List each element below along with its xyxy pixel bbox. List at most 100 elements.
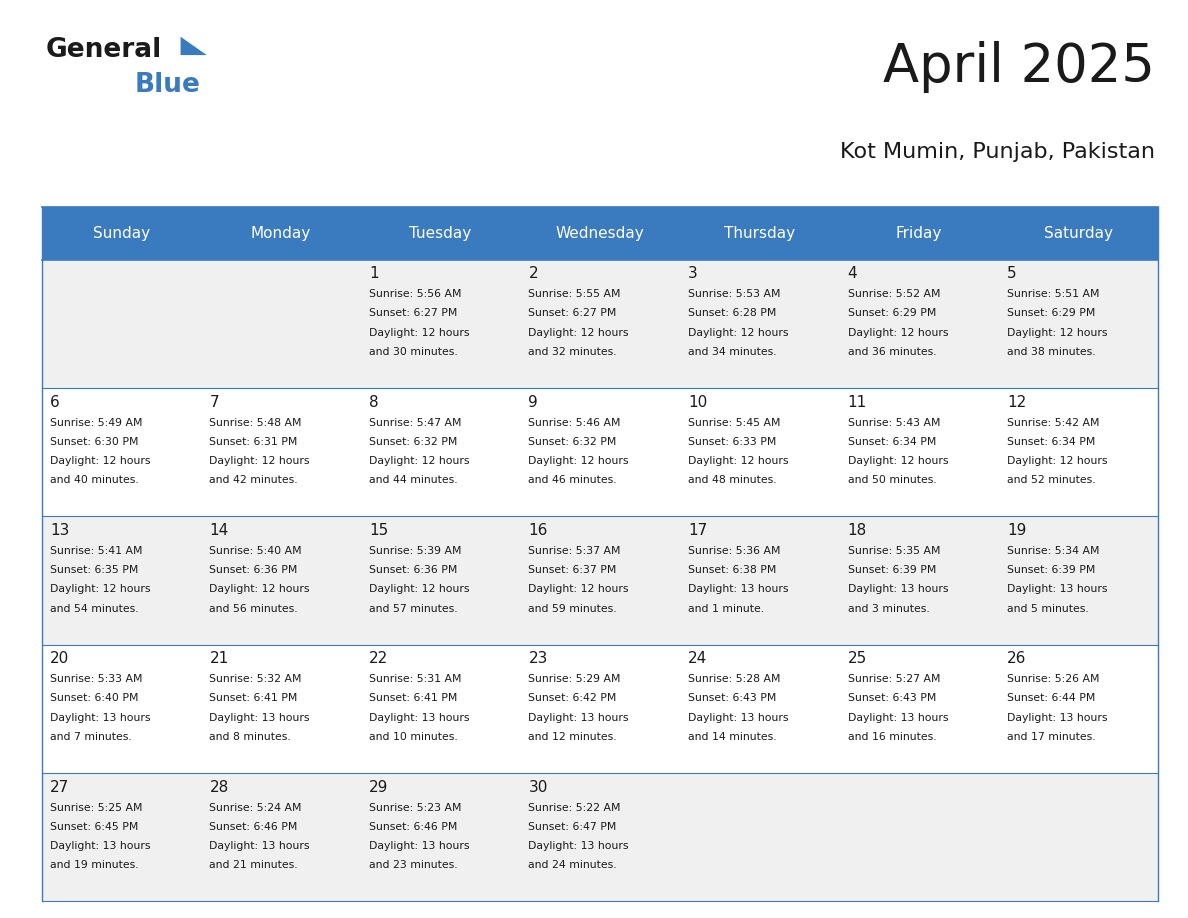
Bar [999,773,1158,901]
Text: and 34 minutes.: and 34 minutes. [688,347,777,357]
Text: and 24 minutes.: and 24 minutes. [529,860,617,870]
Text: 4: 4 [847,266,858,281]
Text: and 10 minutes.: and 10 minutes. [369,732,457,742]
Text: 27: 27 [50,779,69,795]
Text: 9: 9 [529,395,538,409]
Text: Sunrise: 5:55 AM: Sunrise: 5:55 AM [529,289,621,299]
Text: April 2025: April 2025 [883,41,1155,94]
Text: and 54 minutes.: and 54 minutes. [50,604,139,613]
Bar [999,388,1158,517]
Text: 6: 6 [50,395,59,409]
Bar [520,260,680,388]
Text: Sunset: 6:35 PM: Sunset: 6:35 PM [50,565,138,575]
Text: Sunrise: 5:35 AM: Sunrise: 5:35 AM [847,546,940,555]
Text: Sunset: 6:33 PM: Sunset: 6:33 PM [688,437,777,447]
Text: Daylight: 12 hours: Daylight: 12 hours [529,328,628,338]
Text: Daylight: 13 hours: Daylight: 13 hours [847,712,948,722]
Text: Sunrise: 5:48 AM: Sunrise: 5:48 AM [209,418,302,428]
Text: 7: 7 [209,395,219,409]
Bar [201,644,361,773]
Text: and 21 minutes.: and 21 minutes. [209,860,298,870]
Text: Sunrise: 5:41 AM: Sunrise: 5:41 AM [50,546,143,555]
Text: 20: 20 [50,651,69,666]
Bar [361,388,520,517]
Text: Sunrise: 5:43 AM: Sunrise: 5:43 AM [847,418,940,428]
Text: 26: 26 [1007,651,1026,666]
Text: Sunrise: 5:42 AM: Sunrise: 5:42 AM [1007,418,1100,428]
Text: Daylight: 13 hours: Daylight: 13 hours [1007,585,1107,594]
Bar [361,517,520,644]
Text: Sunrise: 5:27 AM: Sunrise: 5:27 AM [847,674,940,684]
Text: Sunrise: 5:51 AM: Sunrise: 5:51 AM [1007,289,1100,299]
Text: Sunset: 6:44 PM: Sunset: 6:44 PM [1007,693,1095,703]
Text: Sunrise: 5:39 AM: Sunrise: 5:39 AM [369,546,461,555]
Text: and 40 minutes.: and 40 minutes. [50,476,139,486]
Text: Kot Mumin, Punjab, Pakistan: Kot Mumin, Punjab, Pakistan [840,142,1155,162]
Bar [520,388,680,517]
Text: Daylight: 13 hours: Daylight: 13 hours [209,712,310,722]
Text: Daylight: 12 hours: Daylight: 12 hours [1007,328,1107,338]
Text: Daylight: 13 hours: Daylight: 13 hours [688,585,789,594]
Bar [201,207,361,260]
Text: Sunset: 6:39 PM: Sunset: 6:39 PM [1007,565,1095,575]
Text: 17: 17 [688,523,707,538]
Text: Sunrise: 5:53 AM: Sunrise: 5:53 AM [688,289,781,299]
Text: Daylight: 12 hours: Daylight: 12 hours [50,585,151,594]
Text: Sunrise: 5:26 AM: Sunrise: 5:26 AM [1007,674,1100,684]
Bar [201,773,361,901]
Text: Sunrise: 5:56 AM: Sunrise: 5:56 AM [369,289,461,299]
Bar [680,517,839,644]
Bar [361,644,520,773]
Text: 13: 13 [50,523,69,538]
Text: and 12 minutes.: and 12 minutes. [529,732,617,742]
Text: Sunrise: 5:24 AM: Sunrise: 5:24 AM [209,802,302,812]
Bar [42,207,201,260]
Text: 16: 16 [529,523,548,538]
Bar [999,207,1158,260]
Text: and 14 minutes.: and 14 minutes. [688,732,777,742]
Text: Daylight: 13 hours: Daylight: 13 hours [847,585,948,594]
Text: Sunrise: 5:23 AM: Sunrise: 5:23 AM [369,802,461,812]
Bar [680,260,839,388]
Text: Daylight: 13 hours: Daylight: 13 hours [369,712,469,722]
Text: and 1 minute.: and 1 minute. [688,604,764,613]
Text: Sunset: 6:30 PM: Sunset: 6:30 PM [50,437,138,447]
Text: 2: 2 [529,266,538,281]
Bar [520,773,680,901]
Text: Sunset: 6:31 PM: Sunset: 6:31 PM [209,437,298,447]
Text: Sunrise: 5:36 AM: Sunrise: 5:36 AM [688,546,781,555]
Text: Sunset: 6:27 PM: Sunset: 6:27 PM [369,308,457,319]
Text: 8: 8 [369,395,379,409]
Bar [520,644,680,773]
Bar [42,644,201,773]
Text: Daylight: 12 hours: Daylight: 12 hours [369,328,469,338]
Polygon shape [181,37,207,55]
Text: Sunrise: 5:33 AM: Sunrise: 5:33 AM [50,674,143,684]
Text: and 44 minutes.: and 44 minutes. [369,476,457,486]
Text: 21: 21 [209,651,228,666]
Text: Wednesday: Wednesday [556,226,644,241]
Bar [42,773,201,901]
Text: and 52 minutes.: and 52 minutes. [1007,476,1095,486]
Text: Daylight: 12 hours: Daylight: 12 hours [369,456,469,466]
Bar [42,517,201,644]
Text: Sunset: 6:43 PM: Sunset: 6:43 PM [688,693,777,703]
Bar [201,260,361,388]
Bar [839,388,999,517]
Text: 14: 14 [209,523,228,538]
Text: Daylight: 12 hours: Daylight: 12 hours [50,456,151,466]
Text: Sunset: 6:41 PM: Sunset: 6:41 PM [209,693,298,703]
Text: Sunset: 6:27 PM: Sunset: 6:27 PM [529,308,617,319]
Text: Sunset: 6:36 PM: Sunset: 6:36 PM [369,565,457,575]
Text: Sunrise: 5:28 AM: Sunrise: 5:28 AM [688,674,781,684]
Text: 3: 3 [688,266,697,281]
Bar [42,388,201,517]
Text: 1: 1 [369,266,379,281]
Text: Sunrise: 5:47 AM: Sunrise: 5:47 AM [369,418,461,428]
Text: Daylight: 12 hours: Daylight: 12 hours [209,456,310,466]
Text: Blue: Blue [134,72,200,97]
Text: Sunset: 6:38 PM: Sunset: 6:38 PM [688,565,777,575]
Text: and 23 minutes.: and 23 minutes. [369,860,457,870]
Text: Daylight: 12 hours: Daylight: 12 hours [688,328,789,338]
Text: Sunset: 6:37 PM: Sunset: 6:37 PM [529,565,617,575]
